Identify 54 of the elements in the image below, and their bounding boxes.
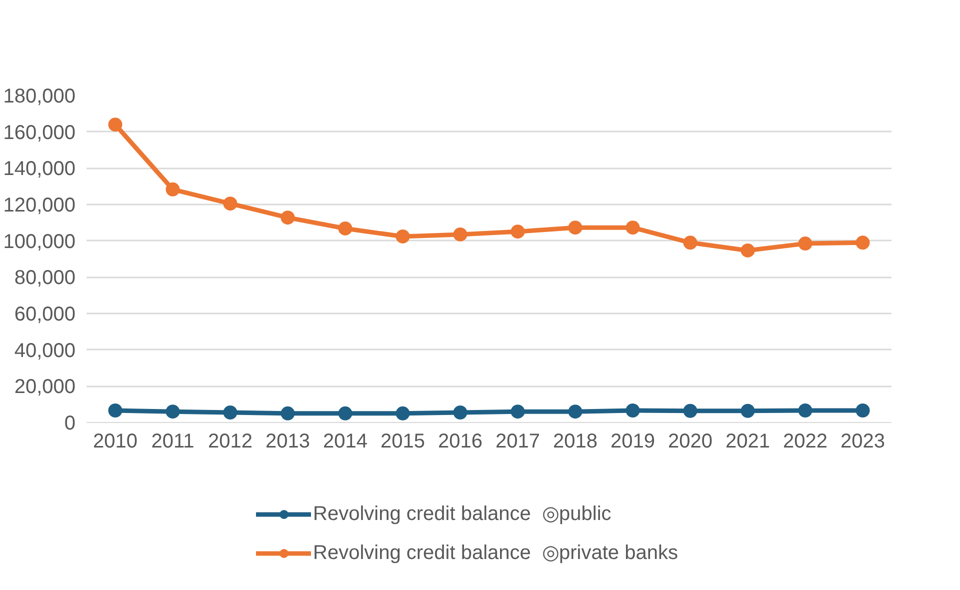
y-tick-label: 40,000 (14, 340, 76, 362)
y-tick-label: 20,000 (14, 376, 76, 398)
y-tick-label: 160,000 (3, 122, 76, 144)
x-tick-label: 2012 (208, 430, 253, 452)
x-tick-label: 2013 (266, 430, 310, 452)
x-tick-label: 2020 (668, 430, 713, 452)
point (568, 404, 582, 419)
point (740, 404, 755, 418)
point (108, 118, 122, 132)
y-tick-label: 100,000 (3, 230, 76, 253)
point (798, 404, 812, 418)
x-tick-label: 2015 (380, 430, 426, 452)
point (166, 404, 180, 419)
point (626, 220, 640, 235)
point (453, 227, 468, 242)
point (798, 236, 812, 251)
point (683, 404, 698, 418)
y-tick-label: 0 (64, 412, 76, 434)
y-tick-label: 140,000 (3, 158, 76, 180)
x-tick-label: 2019 (610, 430, 656, 452)
x-tick-label: 2011 (151, 430, 194, 452)
point (856, 236, 870, 250)
point (396, 229, 410, 244)
point (280, 210, 295, 225)
point (396, 406, 410, 420)
x-tick-label: 2016 (438, 430, 483, 452)
point (108, 404, 122, 418)
point (856, 404, 870, 418)
x-tick-label: 2010 (93, 430, 138, 452)
point (223, 406, 238, 420)
x-tick-label: 2021 (726, 430, 770, 452)
point (166, 182, 180, 196)
y-tick-label: 120,000 (3, 194, 76, 216)
point (683, 236, 698, 250)
x-tick-label: 2014 (323, 430, 368, 452)
point (338, 406, 352, 420)
x-tick-label: 2022 (783, 430, 828, 452)
y-tick-label: 60,000 (14, 304, 76, 326)
point (626, 404, 640, 418)
point (510, 224, 525, 239)
point (740, 243, 755, 258)
y-tick-label: 80,000 (14, 267, 76, 290)
y-tick-label: 180,000 (3, 86, 76, 108)
point (280, 406, 295, 420)
point (223, 196, 238, 211)
x-tick-label: 2017 (496, 430, 540, 452)
point (510, 404, 525, 419)
point (568, 220, 582, 235)
legend-label: Revolving credit balance ◎public (313, 502, 612, 526)
x-tick-label: 2018 (553, 430, 598, 452)
point (453, 406, 468, 420)
legend-label: Revolving credit balance ◎private banks (313, 541, 678, 565)
x-tick-label: 2023 (840, 430, 886, 452)
point (338, 221, 352, 236)
